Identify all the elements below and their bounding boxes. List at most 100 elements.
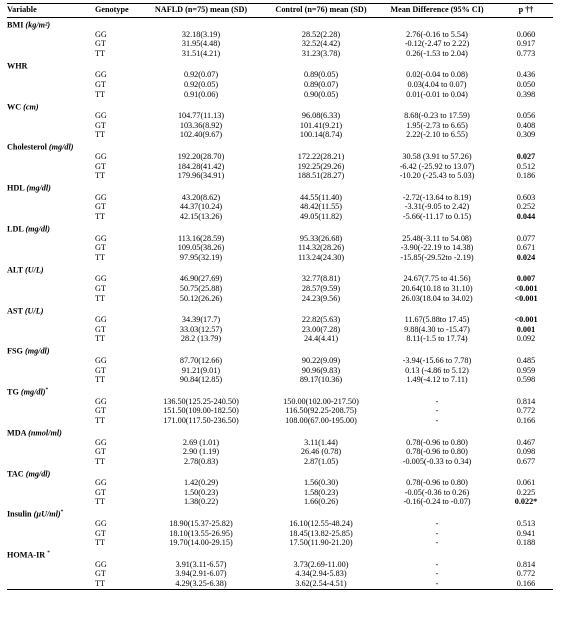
nafld-cell: 50.12(26.26) [179,293,223,303]
results-table: Variable Genotype NAFLD (n=75) mean (SD)… [7,3,553,590]
control-cell: 90.22(9.09) [301,355,341,365]
nafld-cell: 2.69 (1.01) [182,437,220,447]
variable-row: HDL (mg/dl) [7,181,553,193]
variable-row: TG (mg/dl)* [7,385,553,397]
genotype-cell: TT [95,171,106,181]
genotype-cell: GT [95,406,106,416]
empty-cell [7,498,85,508]
variable-unit: (mg/dl) [25,469,51,479]
difference-cell: 24.67(7.75 to 41.56) [403,274,471,284]
nafld-cell: 42.15(13.26) [179,212,223,221]
nafld-cell: 171.00(117.50-236.50) [163,415,239,425]
genotype-cell: TT [95,538,106,548]
table-row: GG 34.39(17.7) 22.82(5.63) 11.67(5.88to 17.… [7,315,553,325]
control-cell: 100.14(8.74) [299,130,343,140]
control-cell: 3.73(2.69-11.00) [293,559,349,569]
control-cell: 26.46 (0.78) [300,447,342,457]
genotype-cell: GT [95,39,106,49]
difference-cell: 0.13 (-4.86 to 5.12) [405,365,469,375]
control-cell: 44.55(11.40) [300,192,342,202]
variable-footnote-mark: * [60,509,64,516]
nafld-cell: 136.50(125.25-240.50) [163,396,239,406]
nafld-cell: 43.20(8.62) [181,192,221,202]
difference-cell: 0.03(4.04 to 0.07) [407,80,467,90]
control-cell: 188.51(28.27) [297,171,345,181]
variable-unit: (nmol/ml) [28,428,62,438]
p-value-cell: 0.309 [516,130,536,140]
genotype-cell: TT [85,579,135,590]
empty-cell [7,457,85,467]
p-value-cell: 0.166 [499,579,553,590]
variable-row: MDA (nmol/ml) [7,426,553,438]
control-cell: 1.66(0.26) [303,497,339,507]
variable-name: ALT [7,265,23,275]
variable-name: MDA [7,428,27,438]
table-row: GG 87.70(12.66) 90.22(9.09) -3.94(-15.66 to… [7,356,553,366]
difference-cell: - [435,415,439,425]
genotype-cell: TT [95,497,106,507]
table-row: GT 91.21(9.01) 90.96(9.83) 0.13 (-4.86 to 5… [7,366,553,376]
difference-cell: - [435,528,439,538]
nafld-cell: 1.50(0.23) [183,487,219,497]
table-row: TT 2.78(0.83) 2.87(1.05) -0.005(-0.33 to 0.… [7,457,553,467]
variable-name: BMI [7,20,24,30]
p-value-cell: 0.024 [516,252,536,262]
genotype-cell: GG [95,315,107,325]
empty-cell [7,416,85,426]
genotype-cell: GG [95,478,107,488]
difference-cell: - [435,406,439,416]
genotype-cell: GG [95,437,107,447]
table-row: TT 179.96(34.91) 188.51(28.27) -10.20 (-25.… [7,172,553,182]
genotype-cell: TT [95,89,106,99]
p-value-cell: <0.001 [514,293,538,303]
empty-cell [7,560,85,570]
genotype-cell: GG [95,355,107,365]
empty-cell [7,447,85,457]
variable-row: HOMA-IR * [7,548,553,560]
p-value-cell: 0.677 [516,456,536,466]
control-cell: 3.11(1.44) [304,437,338,447]
empty-cell [7,366,85,376]
genotype-cell: TT [95,456,106,466]
control-cell: 28.52(2.28) [301,29,341,39]
variable-name: WC [7,102,22,112]
empty-cell [7,315,85,325]
table-body: BMI (kg/m²) GG 32.18(3.19) 28.52(2.28) 2.76(… [7,18,553,590]
genotype-cell: GT [95,283,106,293]
control-cell: 113.24(24.30) [297,252,345,262]
empty-cell [7,121,85,131]
variable-name: FSG [7,347,23,357]
p-value-cell: 0.022* [514,497,538,507]
variable-label: WHR [7,59,553,71]
difference-cell: -10.20 (-25.43 to 5.03) [399,171,475,181]
empty-cell [7,407,85,417]
genotype-cell: GT [95,243,106,253]
p-value-cell: 0.027 [516,152,536,162]
table-row: GG 3.91(3.11-6.57) 3.73(2.69-11.00) - 0.814 [7,560,553,570]
variable-name: Cholesterol [7,143,47,153]
genotype-cell: GG [95,192,107,202]
p-value-cell: 0.186 [516,171,536,181]
table-header-row: Variable Genotype NAFLD (n=75) mean (SD)… [7,3,553,18]
variable-row: ALT (U/L) [7,263,553,275]
p-value-cell: 0.671 [516,243,536,253]
genotype-cell: TT [95,252,106,262]
empty-cell [7,529,85,539]
table-row: GT 2.90 (1.19) 26.46 (0.78) 0.78(-0.96 to 0… [7,447,553,457]
table-row: GT 109.05(38.26) 114.32(28.26) -3.90(-22.19… [7,244,553,254]
control-cell: 24.23(9.56) [301,293,341,303]
empty-cell [7,397,85,407]
variable-name: HOMA-IR [7,550,46,560]
difference-cell: 1.95(-2.73 to 6.65) [406,120,468,130]
table-row: GT 50.75(25.88) 28.57(9.59) 20.64(10.18 to … [7,284,553,294]
control-cell: 32.77(8.81) [301,274,341,284]
genotype-cell: TT [95,293,106,303]
variable-row: TAC (mg/dl) [7,467,553,479]
table-row: GT 184.28(41.42) 192.25(29.26) -6.42 (-25.9… [7,162,553,172]
table-row: TT 42.15(13.26) 49.05(11.82) -5.66(-11.17 t… [7,212,553,222]
table-row: GG 18.90(15.37-25.82) 16.10(12.55-48.24) - 0… [7,519,553,529]
genotype-cell: GT [95,365,106,375]
table-row: GG 2.69 (1.01) 3.11(1.44) 0.78(-0.96 to 0.8… [7,438,553,448]
difference-cell: 8.68(-0.23 to 17.59) [404,111,470,121]
table-row: GT 0.92(0.05) 0.89(0.07) 0.03(4.04 to 0.07)… [7,80,553,90]
